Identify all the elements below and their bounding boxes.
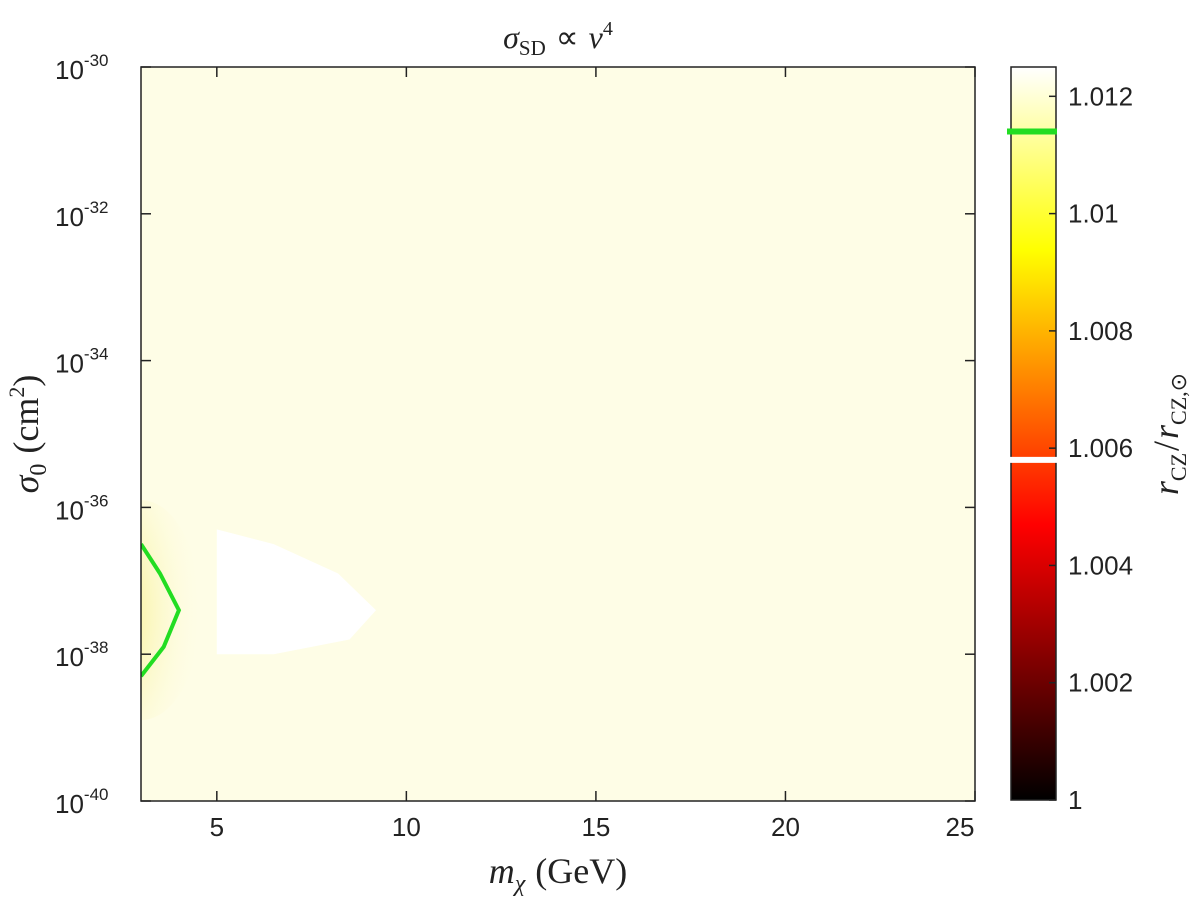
y-tick-label: 10-36 xyxy=(55,491,109,525)
y-tick-label: 10-30 xyxy=(55,51,109,85)
colorbar-markers xyxy=(1007,128,1057,463)
x-axis-label: mχ (GeV) xyxy=(489,851,628,897)
y-tick-label: 10-38 xyxy=(55,638,109,672)
colorbar-tick-label: 1.004 xyxy=(1068,550,1133,580)
chart-title: σSD ∝ v4 xyxy=(503,18,613,60)
heatmap-white-region xyxy=(216,529,376,655)
y-tick-label: 10-34 xyxy=(55,345,109,379)
heatmap-background xyxy=(141,67,975,801)
colorbar-tick-label: 1.012 xyxy=(1068,81,1133,111)
colorbar-tick-label: 1.008 xyxy=(1068,316,1133,346)
x-tick-label: 25 xyxy=(946,812,975,842)
colorbar-ticks: 1 1.002 1.004 1.006 1.008 1.01 1.012 xyxy=(1049,81,1133,815)
colorbar-tick-label: 1.01 xyxy=(1068,199,1119,229)
colorbar-tick-label: 1.006 xyxy=(1068,433,1133,463)
x-tick-label: 15 xyxy=(581,812,610,842)
y-axis-ticks: 10-30 10-32 10-34 10-36 10-38 10-40 xyxy=(55,51,975,819)
x-tick-label: 10 xyxy=(392,812,421,842)
y-axis-label: σ0(cm2) xyxy=(4,375,52,494)
colorbar: 1 1.002 1.004 1.006 1.008 1.01 1.012 xyxy=(1007,66,1133,815)
colorbar-gradient xyxy=(1010,66,1057,801)
y-tick-label: 10-32 xyxy=(55,198,109,232)
colorbar-tick-label: 1 xyxy=(1068,785,1082,815)
x-tick-label: 5 xyxy=(210,812,224,842)
x-tick-label: 20 xyxy=(771,812,800,842)
heatmap-glow-region xyxy=(141,500,201,721)
plot-area: 5 10 15 20 25 10-30 10-32 10-34 10-36 10-38 10-40 xyxy=(55,51,976,842)
x-axis-ticks: 5 10 15 20 25 xyxy=(210,67,976,842)
colorbar-label: rCZ/rCZ,⊙ xyxy=(1146,373,1191,495)
plot-frame xyxy=(140,66,976,802)
green-contour-line xyxy=(141,543,182,678)
y-tick-label: 10-40 xyxy=(55,785,109,819)
colorbar-tick-label: 1.002 xyxy=(1068,668,1133,698)
